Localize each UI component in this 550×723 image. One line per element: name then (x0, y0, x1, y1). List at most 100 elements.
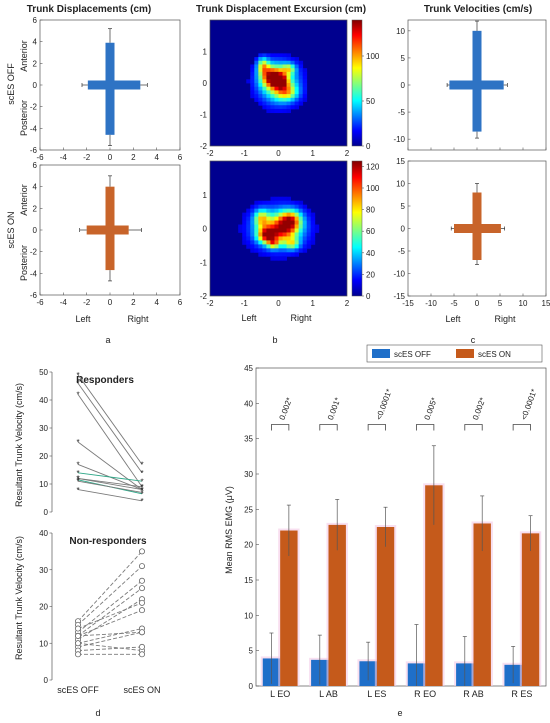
b-on-heat-cell (254, 228, 259, 233)
nonresponders-title: Non-responders (69, 536, 147, 547)
b-off-heat-cell (262, 79, 267, 84)
b-off-heat-cell (262, 53, 267, 58)
title-a: Trunk Displacements (cm) (27, 4, 151, 15)
b-off-heat-cell (302, 90, 308, 95)
b-on-heat-cell (258, 228, 263, 233)
b-off-heat-cell (286, 71, 291, 76)
b-off-heat-cell (270, 90, 275, 95)
b-on-heat-cell (282, 232, 287, 237)
b-on-heat-cell (294, 240, 300, 245)
b-on-heat-cell (258, 216, 263, 221)
d-ytick-label: 20 (39, 452, 48, 461)
e-ytick-label: 5 (249, 647, 254, 656)
b-on-heat-cell (290, 200, 296, 206)
b-off-heat-cell (262, 60, 267, 65)
d-point-marker: * (76, 475, 79, 484)
b-off-heat-cell (290, 68, 296, 73)
b-on-heat-cell (310, 224, 316, 229)
b-on-heat-cell (262, 236, 267, 241)
d-ytick-label: 30 (39, 424, 48, 433)
b-off-heat-cell (294, 64, 300, 69)
d-ytick-label: 0 (44, 676, 49, 685)
d-pair-line (77, 477, 143, 488)
b-off-heat-cell (266, 71, 271, 76)
e-bar (328, 524, 346, 686)
b-on-heat-cell (306, 208, 312, 214)
b-on-heat-cell (278, 200, 283, 206)
b-on-heat-cell (294, 204, 300, 210)
b-on-heat-cell (266, 240, 271, 245)
c-on-xtick-label: 5 (498, 299, 503, 308)
title-b: Trunk Displacement Excursion (cm) (196, 4, 366, 15)
b-on-heat-cell (306, 216, 312, 221)
b-off-heat-cell (250, 64, 255, 69)
d-pair-line (77, 374, 143, 465)
b-on-heat-cell (258, 200, 263, 206)
b-on-heat-cell (266, 204, 271, 210)
b-off-ytick-label: 0 (203, 79, 208, 88)
a-off-xtick-label: 0 (108, 153, 113, 162)
b-on-heat-cell (262, 240, 267, 245)
b-off-heat-cell (298, 101, 304, 106)
b-on-heat-cell (282, 220, 287, 225)
d-point-marker (138, 577, 145, 584)
b-on-heat-cell (250, 228, 255, 233)
b-off-heat-cell (250, 68, 255, 73)
a-on-xtick-label: 6 (178, 298, 183, 307)
d-point-marker (138, 585, 145, 592)
b-off-heat-cell (274, 79, 279, 84)
b-on-heat-cell (254, 208, 259, 214)
b-off-heat-cell (250, 86, 255, 91)
b-on-heat-cell (278, 228, 283, 233)
d-pair-line (77, 628, 143, 644)
b-on-heat-cell (298, 216, 304, 221)
b-off-heat-cell (282, 97, 287, 102)
b-off-heat-cell (258, 64, 263, 69)
a-on-xtick-label: -2 (83, 298, 91, 307)
c-on-xtick-label: -10 (425, 299, 437, 308)
b-off-heat-cell (254, 68, 259, 73)
b-off-heat-cell (258, 90, 263, 95)
colorbar-on (351, 160, 363, 297)
b-on-heat-cell (310, 236, 316, 241)
b-off-heat-cell (290, 86, 296, 91)
b-on-heat-cell (250, 216, 255, 221)
b-on-heat-cell (242, 232, 247, 237)
b-on-heat-cell (266, 220, 271, 225)
b-off-heat-cell (286, 53, 291, 58)
left-label-c: Left (445, 314, 461, 324)
b-on-heat-cell (274, 204, 279, 210)
legend-label-off: scES OFF (394, 350, 431, 359)
b-on-heat-cell (258, 224, 263, 229)
b-on-heat-cell (258, 252, 263, 257)
d-pair-line (77, 394, 143, 488)
b-off-heat-cell (290, 97, 296, 102)
a-on-ytick-label: -2 (30, 248, 38, 257)
legend-swatch-off (372, 349, 390, 358)
b-off-heat-cell (274, 64, 279, 69)
b-off-heat-cell (286, 90, 291, 95)
d-ytick-label: 0 (44, 508, 49, 517)
b-on-heat-cell (286, 196, 291, 202)
b-off-heat-cell (286, 86, 291, 91)
panel-letter-c: c (471, 335, 476, 345)
b-off-heat-cell (286, 97, 291, 102)
b-on-ytick-label: 0 (203, 225, 208, 234)
panel-e: scES OFF scES ON Mean RMS EMG (μV) 0 5 10 1… (224, 344, 547, 718)
b-off-heat-cell (302, 83, 308, 88)
b-off-heat-cell (282, 75, 287, 80)
d-point-marker: * (76, 371, 79, 380)
d-point-marker: * (140, 486, 143, 495)
b-off-heat-cell (274, 57, 279, 62)
c-on-xtick-label: -5 (450, 299, 458, 308)
b-on-heat-cell (282, 208, 287, 214)
c-on-ytick-label: -15 (393, 292, 405, 301)
b-off-heat-cell (270, 83, 275, 88)
b-off-heat-cell (278, 60, 283, 65)
b-off-heat-cell (258, 94, 263, 99)
b-on-heat-cell (270, 200, 275, 206)
right-label-a: Right (127, 314, 149, 324)
panel-c-off: -10 -5 0 5 10 (393, 19, 547, 151)
b-on-heat-cell (262, 244, 267, 249)
b-off-heat-cell (294, 90, 300, 95)
